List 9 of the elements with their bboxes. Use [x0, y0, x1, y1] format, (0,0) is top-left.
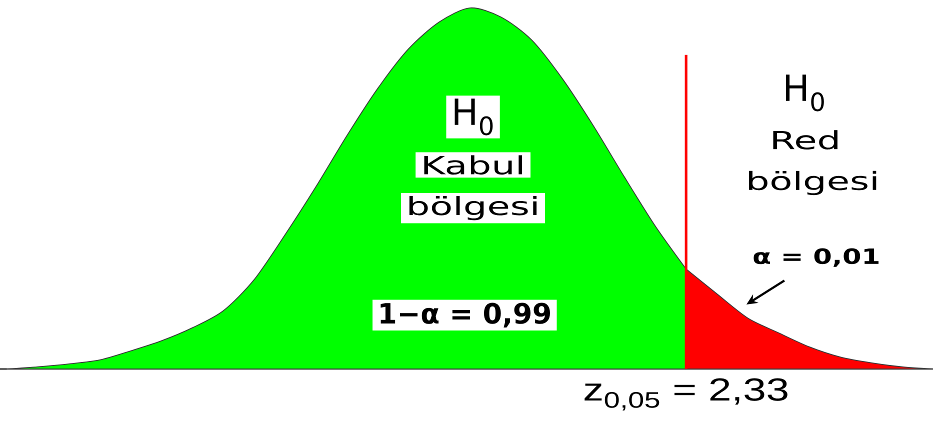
- annotation: α = 0,01: [754, 248, 879, 267]
- annotation: bölgesi: [409, 196, 537, 220]
- annotation: H$_{0}$: [454, 98, 493, 136]
- annotation: H$_{0}$: [786, 74, 824, 112]
- annotation: Red: [773, 130, 838, 150]
- annotation: Kabul: [424, 155, 522, 175]
- annotation: bölgesi: [749, 170, 876, 196]
- text: z$_{0,05}$ = 2,33: [584, 378, 788, 411]
- annotation: 1−α = 0,99: [380, 302, 550, 328]
